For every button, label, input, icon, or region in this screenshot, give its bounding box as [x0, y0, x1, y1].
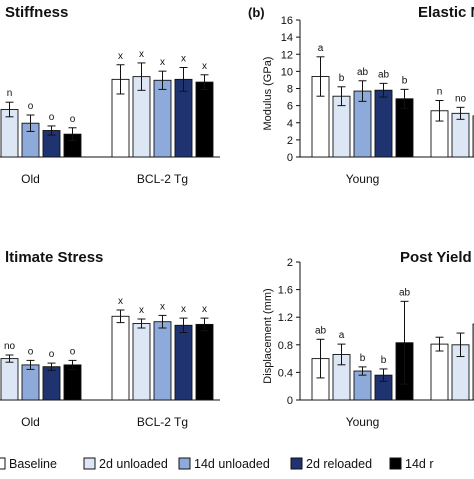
y-tick-label: 16 [281, 15, 293, 27]
legend-swatch [290, 457, 303, 470]
significance-letter: ab [315, 325, 327, 336]
y-axis-label: Modulus (GPa) [262, 57, 274, 131]
significance-letter: o [49, 349, 55, 360]
significance-letter: x [202, 61, 207, 72]
bar-2d-reloaded [374, 89, 393, 158]
significance-letter: o [49, 112, 55, 123]
bar-14d-reloaded [195, 81, 214, 158]
y-tick-label: 0 [287, 152, 293, 164]
legend-swatch [389, 457, 402, 470]
significance-letter: b [381, 355, 387, 366]
y-tick-label: 0.4 [278, 367, 293, 379]
significance-letter: x [139, 49, 144, 60]
y-tick-label: 1.6 [278, 285, 293, 297]
legend-label: 14d r [405, 457, 434, 471]
significance-letter: x [139, 305, 144, 316]
bar-2d-reloaded [174, 324, 193, 401]
y-tick-label: 2 [287, 257, 293, 269]
significance-letter: o [28, 346, 34, 357]
panel-ultimate-stress: ltimate StressnnooooOldxxxxxBCL-2 Tg [0, 249, 220, 429]
bar-2d-unloaded [132, 323, 151, 401]
significance-letter: ab [399, 287, 411, 298]
significance-letter: x [118, 296, 123, 307]
legend-swatch [83, 457, 96, 470]
chart-title: Elastic M [418, 4, 474, 21]
legend-swatch [0, 457, 6, 470]
legend-swatch [178, 457, 191, 470]
panel-stiffness: StiffnessnnoooOldxxxxxBCL-2 Tg [0, 4, 220, 186]
significance-letter: n [437, 86, 443, 97]
significance-letter: a [339, 330, 345, 341]
legend-label: 2d unloaded [99, 457, 168, 471]
y-tick-label: 2 [287, 135, 293, 147]
bar-14d-reloaded [195, 323, 214, 401]
significance-letter: x [181, 304, 186, 315]
legend-label: 2d reloaded [306, 457, 372, 471]
significance-letter: x [160, 57, 165, 68]
chart-title: Stiffness [5, 4, 68, 21]
significance-letter: o [70, 114, 76, 125]
significance-letter: o [28, 101, 34, 112]
significance-letter: no [455, 93, 467, 104]
significance-letter: x [202, 304, 207, 315]
significance-letter: b [339, 73, 345, 84]
y-tick-label: 14 [281, 32, 293, 44]
y-tick-label: 10 [281, 66, 293, 78]
panel-label: (b) [248, 5, 265, 20]
bar-14d-reloaded [63, 364, 82, 401]
significance-letter: b [360, 353, 366, 364]
legend-label: 14d unloaded [194, 457, 270, 471]
bar-2d-unloaded [451, 112, 470, 158]
legend-label: Baseline [9, 457, 57, 471]
significance-letter: ab [357, 67, 369, 78]
y-tick-label: 0 [287, 395, 293, 407]
group-label: Old [21, 172, 40, 186]
y-tick-label: 8 [287, 84, 293, 96]
bar-2d-reloaded [42, 366, 61, 401]
y-axis-label: Displacement (mm) [262, 288, 274, 383]
significance-letter: o [70, 346, 76, 357]
legend: Baseline 2d unloaded 14d unloaded 2d reload… [0, 457, 434, 471]
bar-baseline [430, 343, 449, 401]
significance-letter: n [7, 88, 13, 99]
significance-letter: x [118, 51, 123, 62]
group-label: Young [346, 172, 380, 186]
y-tick-label: 4 [287, 118, 293, 130]
y-tick-label: 6 [287, 101, 293, 113]
chart-title: Post Yield D [400, 249, 474, 266]
significance-letter: no [4, 341, 16, 352]
chart-title: ltimate Stress [5, 249, 103, 266]
bar-14d-unloaded [21, 364, 40, 401]
y-tick-label: 0.8 [278, 340, 293, 352]
bar-14d-unloaded [153, 321, 172, 401]
bar-14d-unloaded [153, 79, 172, 158]
group-label: Old [21, 415, 40, 429]
y-tick-label: 1.2 [278, 312, 293, 324]
y-tick-label: 12 [281, 49, 293, 61]
significance-letter: b [402, 75, 408, 86]
significance-letter: x [160, 301, 165, 312]
significance-letter: ab [378, 69, 390, 80]
group-label: Young [346, 415, 380, 429]
group-label: BCL-2 Tg [137, 415, 188, 429]
bar-2d-unloaded [0, 358, 19, 401]
panel-post-yield-displacement: Post Yield D 0 0.4 0.8 1.2 1.6 2 Displacement (… [262, 249, 474, 429]
group-label: BCL-2 Tg [137, 172, 188, 186]
significance-letter: a [318, 43, 324, 54]
bar-baseline [111, 315, 130, 401]
significance-letter: x [181, 53, 186, 64]
